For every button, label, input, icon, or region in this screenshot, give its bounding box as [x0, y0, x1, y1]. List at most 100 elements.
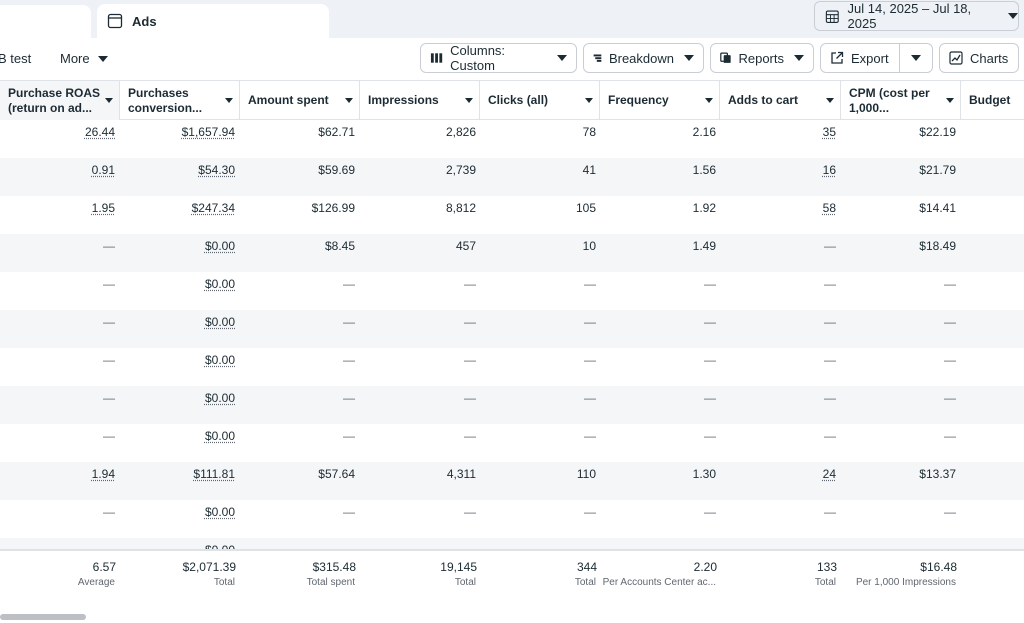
- tab-ads[interactable]: Ads: [97, 4, 329, 38]
- table-row[interactable]: — $0.00 — — — — — —: [0, 538, 1024, 549]
- table-cell: —: [824, 277, 836, 291]
- total-value: $315.48: [312, 560, 356, 574]
- total-label: Average: [77, 577, 115, 588]
- table-cell: 4,311: [446, 467, 476, 481]
- column-header[interactable]: Adds to cart: [720, 81, 841, 120]
- table-cell: —: [704, 505, 716, 519]
- table-cell: 1.95: [91, 201, 115, 215]
- column-header-line: Budget: [969, 93, 1011, 107]
- sort-chevron-icon[interactable]: [826, 98, 834, 103]
- column-header-line: (return on ad...: [8, 100, 92, 115]
- table-cell: —: [343, 429, 355, 443]
- total-value: 133: [816, 560, 837, 574]
- column-header[interactable]: Clicks (all): [480, 81, 600, 120]
- table-row[interactable]: — $0.00 $8.45 457 10 1.49 — $18.49: [0, 234, 1024, 272]
- sort-chevron-icon[interactable]: [345, 98, 353, 103]
- table-cell: $22.19: [919, 125, 956, 139]
- export-icon: [831, 51, 844, 64]
- horizontal-scrollbar[interactable]: [0, 614, 86, 620]
- more-label: More: [60, 51, 90, 66]
- tab-previous[interactable]: [0, 5, 91, 38]
- table-cell: —: [464, 505, 476, 519]
- table-row[interactable]: — $0.00 — — — — — —: [0, 500, 1024, 538]
- table-cell: $0.00: [204, 429, 235, 443]
- export-options-button[interactable]: [900, 43, 933, 73]
- table-cell: —: [103, 315, 115, 329]
- chevron-down-icon: [684, 55, 694, 61]
- column-header[interactable]: Impressions: [360, 81, 480, 120]
- column-header[interactable]: Purchase ROAS (return on ad...: [0, 81, 120, 120]
- table-cell: $62.71: [318, 125, 355, 139]
- ab-test-button[interactable]: B test: [0, 51, 32, 66]
- sort-chevron-icon[interactable]: [705, 98, 713, 103]
- table-row[interactable]: 26.44 $1,657.94 $62.71 2,826 78 2.16 35 $22.19: [0, 120, 1024, 158]
- table-row[interactable]: — $0.00 — — — — — —: [0, 424, 1024, 462]
- columns-button[interactable]: Columns: Custom: [420, 43, 577, 73]
- calendar-icon: [825, 9, 839, 23]
- table-cell: —: [824, 353, 836, 367]
- table-cell: 1.94: [91, 467, 115, 481]
- table-cell: —: [103, 505, 115, 519]
- reports-label: Reports: [738, 50, 784, 66]
- date-range-picker[interactable]: Jul 14, 2025 – Jul 18, 2025: [814, 1, 1019, 31]
- table-row[interactable]: — $0.00 — — — — — —: [0, 386, 1024, 424]
- table-row[interactable]: — $0.00 — — — — — —: [0, 348, 1024, 386]
- table-cell: —: [944, 505, 956, 519]
- column-header[interactable]: Frequency: [600, 81, 720, 120]
- table-row[interactable]: 1.95 $247.34 $126.99 8,812 105 1.92 58 $14.41: [0, 196, 1024, 234]
- reports-button[interactable]: Reports: [710, 43, 814, 73]
- table-row[interactable]: — $0.00 — — — — — —: [0, 310, 1024, 348]
- table-cell: 457: [455, 239, 476, 253]
- column-header-line: 1,000...: [849, 100, 890, 115]
- table-cell: 41: [582, 163, 596, 177]
- column-header-line: CPM (cost per: [849, 85, 930, 100]
- table-cell: —: [944, 543, 956, 549]
- column-header-line: conversion...: [128, 100, 203, 115]
- columns-label: Columns: Custom: [450, 43, 506, 73]
- sort-chevron-icon[interactable]: [946, 98, 954, 103]
- breakdown-label: Breakdown: [608, 50, 674, 66]
- more-button[interactable]: More: [60, 51, 108, 66]
- table-cell: $0.00: [204, 505, 235, 519]
- table-cell: $0.00: [205, 543, 235, 549]
- table-cell: —: [464, 353, 476, 367]
- total-label: Per Accounts Center ac...: [602, 577, 716, 588]
- table-cell: —: [944, 277, 956, 291]
- column-header[interactable]: Purchases conversion...: [120, 81, 240, 120]
- table-cell: —: [103, 277, 115, 291]
- sort-chevron-icon[interactable]: [465, 98, 473, 103]
- table-row[interactable]: — $0.00 — — — — — —: [0, 272, 1024, 310]
- column-header[interactable]: Budget: [961, 81, 1024, 120]
- column-header-label: Purchase ROAS (return on ad...: [8, 86, 100, 116]
- column-header[interactable]: CPM (cost per 1,000...: [841, 81, 961, 120]
- table-row[interactable]: 0.91 $54.30 $59.69 2,739 41 1.56 16 $21.79: [0, 158, 1024, 196]
- reports-icon: [720, 52, 731, 63]
- table-cell: —: [584, 543, 596, 549]
- table-cell: 78: [582, 125, 596, 139]
- column-header[interactable]: Amount spent: [240, 81, 360, 120]
- table-cell: —: [464, 543, 476, 549]
- table-cell: $111.81: [193, 467, 235, 481]
- table-cell: —: [944, 391, 956, 405]
- charts-label: Charts: [970, 50, 1009, 66]
- table-cell: —: [343, 277, 355, 291]
- table-cell: —: [584, 315, 596, 329]
- table-cell: —: [824, 315, 836, 329]
- total-label: Total: [454, 577, 476, 588]
- sort-chevron-icon[interactable]: [105, 98, 113, 103]
- table-cell: —: [103, 391, 115, 405]
- table-cell: 35: [822, 125, 836, 139]
- breakdown-button[interactable]: Breakdown: [583, 43, 704, 73]
- export-button[interactable]: Export: [820, 43, 900, 73]
- column-header-label: Amount spent: [248, 93, 329, 108]
- chevron-down-icon: [911, 55, 921, 61]
- sort-chevron-icon[interactable]: [225, 98, 233, 103]
- chevron-down-icon: [1008, 13, 1018, 19]
- sort-chevron-icon[interactable]: [585, 98, 593, 103]
- table-row[interactable]: 1.94 $111.81 $57.64 4,311 110 1.30 24 $13.37: [0, 462, 1024, 500]
- table-cell: —: [824, 391, 836, 405]
- charts-button[interactable]: Charts: [939, 43, 1019, 73]
- table-cell: $14.41: [919, 201, 956, 215]
- table-cell: —: [704, 391, 716, 405]
- table-cell: —: [464, 277, 476, 291]
